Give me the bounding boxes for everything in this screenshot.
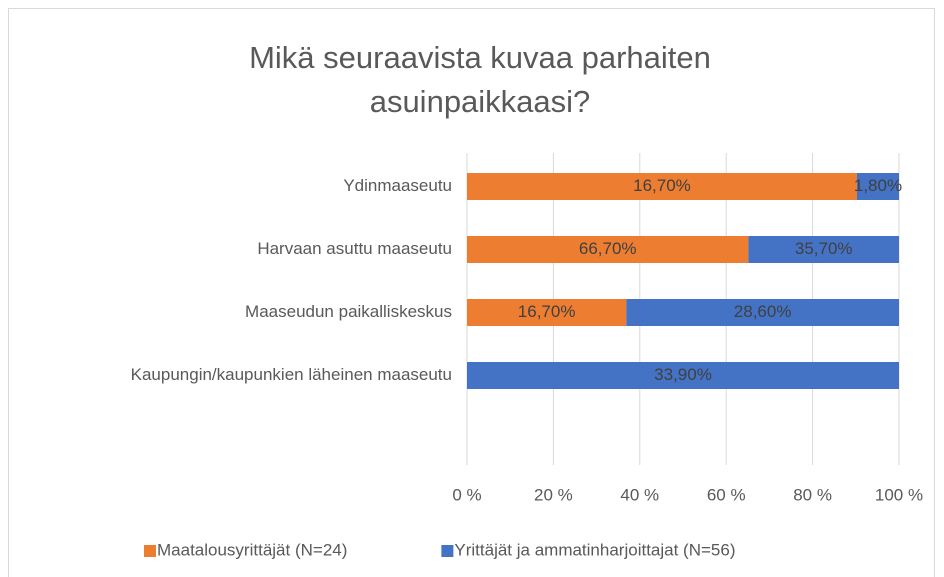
y-tick-label: Kaupungin/kaupunkien läheinen maaseutu: [131, 365, 452, 384]
legend-label: Maatalousyrittäjät (N=24): [157, 540, 347, 559]
x-tick-label: 100 %: [875, 485, 923, 504]
x-tick-label: 0 %: [452, 485, 481, 504]
x-tick-label: 80 %: [793, 485, 832, 504]
value-label: 35,70%: [795, 239, 853, 258]
value-label: 28,60%: [734, 302, 792, 321]
legend-label: Yrittäjät ja ammatinharjoittajat (N=56): [454, 540, 735, 559]
chart-frame: [8, 8, 935, 577]
bar: [467, 362, 899, 389]
x-tick-label: 40 %: [620, 485, 659, 504]
value-label: 1,80%: [854, 176, 902, 195]
y-tick-label: Ydinmaaseutu: [343, 176, 452, 195]
bar: [467, 173, 857, 200]
x-tick-label: 60 %: [707, 485, 746, 504]
bar: [467, 299, 627, 326]
bar: [748, 236, 899, 263]
value-label: 16,70%: [518, 302, 576, 321]
legend-swatch: [144, 545, 156, 557]
bar: [856, 173, 899, 200]
x-tick-label: 20 %: [534, 485, 573, 504]
y-tick-label: Maaseudun paikalliskeskus: [245, 302, 452, 321]
value-label: 66,70%: [579, 239, 637, 258]
legend-swatch: [441, 545, 454, 557]
bar: [626, 299, 899, 326]
value-label: 33,90%: [654, 365, 712, 384]
bar: [467, 236, 749, 263]
y-tick-label: Harvaan asuttu maaseutu: [257, 239, 452, 258]
value-label: 16,70%: [633, 176, 691, 195]
chart-title: Mikä seuraavista kuvaa parhaiten asuinpa…: [249, 40, 711, 119]
